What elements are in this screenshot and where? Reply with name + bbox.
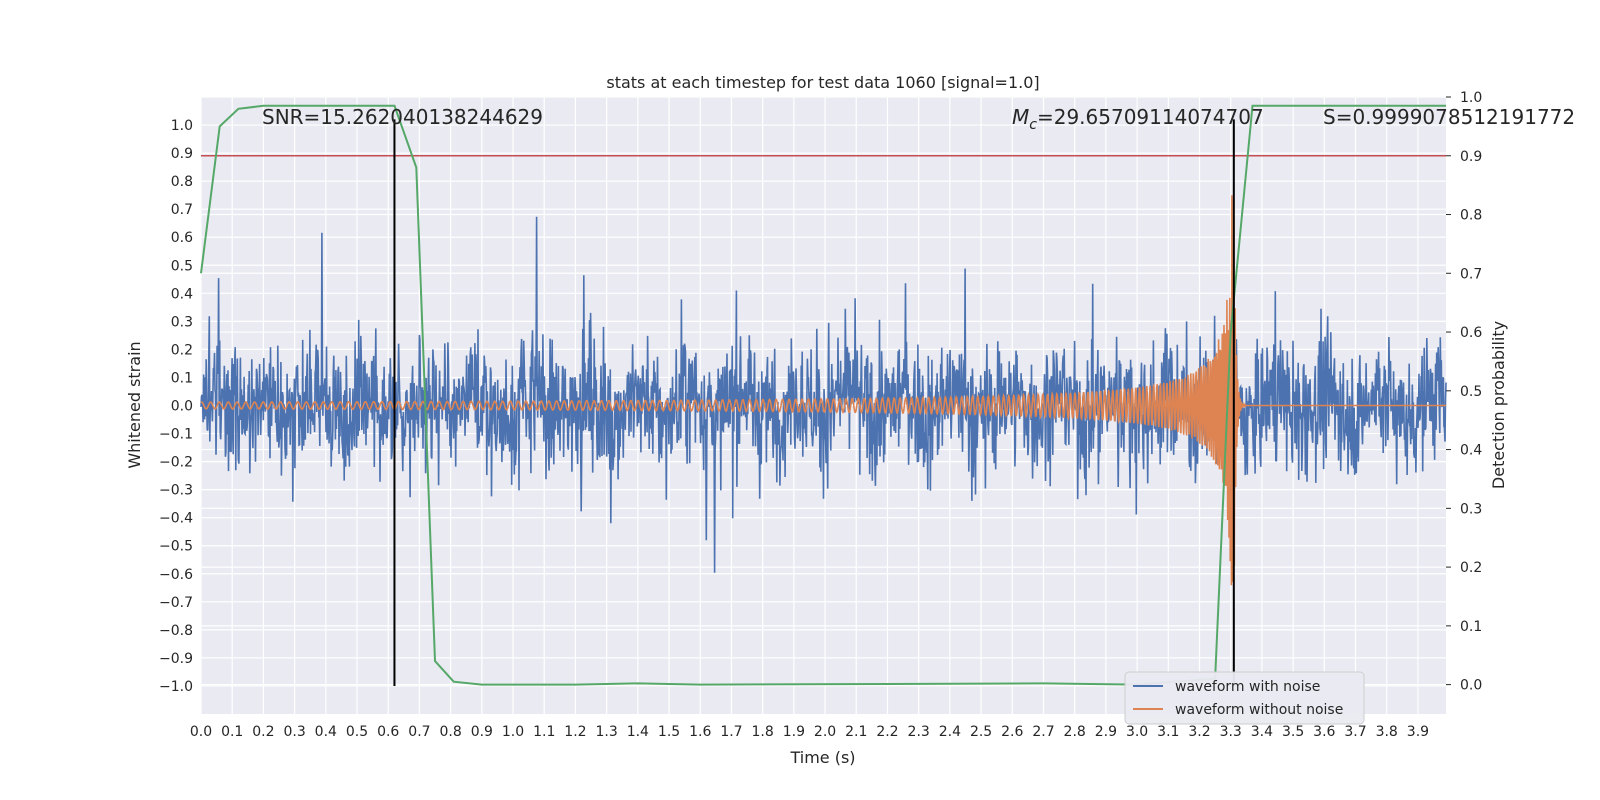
series-waveform-without-noise	[200, 195, 1446, 586]
x-tick-label: 0.8	[439, 724, 461, 740]
x-tick-label: 3.7	[1344, 724, 1366, 740]
y-tick-label: 0.3	[171, 314, 193, 330]
x-tick-label: 0.9	[471, 724, 493, 740]
x-axis-title: Time (s)	[789, 748, 855, 767]
x-tick-label: 2.9	[1095, 724, 1117, 740]
x-tick-label: 2.6	[1001, 724, 1023, 740]
y-tick-label: −0.3	[159, 483, 193, 499]
x-tick-label: 0.7	[408, 724, 430, 740]
y-tick-label: 0.2	[171, 342, 193, 358]
x-tick-label: 1.6	[689, 724, 711, 740]
y2-tick-label: 0.0	[1460, 678, 1482, 694]
x-tick-label: 1.0	[502, 724, 524, 740]
x-tick-label: 2.5	[970, 724, 992, 740]
x-tick-label: 2.3	[908, 724, 930, 740]
x-tick-label: 3.2	[1188, 724, 1210, 740]
mc-value: =29.65709114074707	[1037, 105, 1264, 129]
y-tick-label: 0.6	[171, 230, 193, 246]
y-tick-label: 0.1	[171, 370, 193, 386]
mc-subscript: c	[1029, 117, 1037, 133]
x-tick-label: 3.3	[1220, 724, 1242, 740]
x-tick-label: 1.3	[596, 724, 618, 740]
x-tick-label: 2.0	[814, 724, 836, 740]
x-tick-label: 2.8	[1064, 724, 1086, 740]
y-tick-label: −0.1	[159, 427, 193, 443]
y2-tick-label: 0.3	[1460, 501, 1482, 517]
y-tick-label: 0.4	[171, 286, 193, 302]
y2-tick-label: 0.6	[1460, 325, 1482, 341]
axes-labels: 0.0 0.1 0.2 0.3 0.4 0.5 0.6 0.7 0.8 0.9 1.0 1.1 1.2 1…	[159, 90, 1482, 740]
x-tick-label: 2.2	[876, 724, 898, 740]
chart-title: stats at each timestep for test data 106…	[606, 73, 1039, 92]
y-tick-label: 0.8	[171, 174, 193, 190]
y-tick-label: −0.4	[159, 511, 193, 527]
mc-annotation: Mc=29.65709114074707	[1012, 105, 1264, 133]
y2-axis-title: Detection probability	[1489, 321, 1508, 489]
x-tick-label: 0.3	[283, 724, 305, 740]
x-tick-label: 3.0	[1126, 724, 1148, 740]
y-tick-label: −0.7	[159, 595, 193, 611]
y-axis-title: Whitened strain	[125, 341, 144, 468]
y2-tick-label: 0.2	[1460, 560, 1482, 576]
x-tick-label: 0.4	[315, 724, 337, 740]
y2-tick-label: 0.8	[1460, 208, 1482, 224]
y2-tick-label: 0.4	[1460, 443, 1482, 459]
mc-symbol: M	[1012, 105, 1029, 129]
y2-tick-label: 0.5	[1460, 384, 1482, 400]
legend-box	[1124, 671, 1365, 725]
x-tick-label: 0.0	[190, 724, 212, 740]
x-tick-label: 2.4	[939, 724, 961, 740]
y-tick-label: 0.9	[171, 146, 193, 162]
legend-label-noise: waveform with noise	[1175, 679, 1320, 695]
y-tick-label: −0.9	[159, 651, 193, 667]
y2-tick-label: 0.1	[1460, 619, 1482, 635]
x-tick-label: 0.1	[221, 724, 243, 740]
x-tick-label: 0.6	[377, 724, 399, 740]
x-tick-label: 1.8	[752, 724, 774, 740]
x-tick-label: 1.2	[564, 724, 586, 740]
s-annotation: S=0.9999078512191772	[1323, 105, 1575, 129]
x-tick-label: 2.7	[1032, 724, 1054, 740]
series-detection-probability	[200, 104, 1446, 686]
snr-annotation: SNR=15.262040138244629	[262, 105, 543, 129]
x-tick-label: 3.6	[1313, 724, 1335, 740]
legend-label-clean: waveform without noise	[1175, 702, 1343, 718]
x-tick-label: 2.1	[845, 724, 867, 740]
y-tick-label: 0.5	[171, 258, 193, 274]
x-tick-label: 1.9	[783, 724, 805, 740]
plot-area	[200, 104, 1447, 686]
y-tick-label: −0.8	[159, 623, 193, 639]
y-tick-label: −0.5	[159, 539, 193, 555]
y-tick-label: 0.7	[171, 202, 193, 218]
x-tick-label: 3.4	[1251, 724, 1273, 740]
y2-tick-label: 0.9	[1460, 149, 1482, 165]
x-tick-label: 1.7	[720, 724, 742, 740]
x-tick-label: 0.2	[252, 724, 274, 740]
x-tick-label: 0.5	[346, 724, 368, 740]
x-tick-label: 1.4	[627, 724, 649, 740]
y2-tick-label: 1.0	[1460, 90, 1482, 106]
x-tick-label: 3.9	[1407, 724, 1429, 740]
x-tick-label: 3.5	[1282, 724, 1304, 740]
y-tick-label: −0.2	[159, 455, 193, 471]
x-tick-label: 1.1	[533, 724, 555, 740]
x-tick-label: 1.5	[658, 724, 680, 740]
y2-tick-label: 0.7	[1460, 266, 1482, 282]
x-tick-label: 3.1	[1157, 724, 1179, 740]
x-tick-label: 3.8	[1376, 724, 1398, 740]
y-tick-label: 1.0	[171, 118, 193, 134]
y-tick-label: −1.0	[159, 679, 193, 695]
legend: waveform with noise waveform without noi…	[1124, 671, 1365, 725]
y-tick-label: −0.6	[159, 567, 193, 583]
y-tick-label: 0.0	[171, 399, 193, 415]
